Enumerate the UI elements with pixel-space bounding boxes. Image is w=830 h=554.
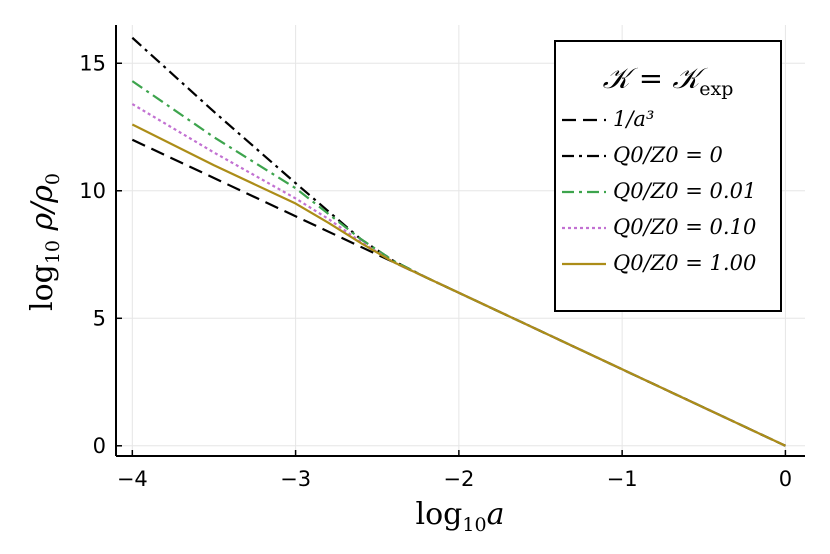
x-tick-label: −1 <box>607 467 638 491</box>
x-tick-label: 0 <box>779 467 792 491</box>
y-tick-label: 0 <box>93 434 106 458</box>
x-tick-label: −4 <box>117 467 148 491</box>
x-tick-label: −2 <box>443 467 474 491</box>
series-lines <box>131 36 786 447</box>
axes <box>115 25 805 457</box>
y-tick-label: 5 <box>93 306 106 330</box>
tick-labels: −4 −3 −2 −1 0 0 5 10 15 <box>79 51 792 491</box>
legend-box <box>554 40 782 312</box>
legend-label: 1/a³ <box>613 107 654 131</box>
legend-label: Q0/Z0 = 0 <box>613 143 723 167</box>
legend-label: Q0/Z0 = 0.10 <box>613 215 756 239</box>
y-tick-label: 15 <box>79 51 106 75</box>
y-tick-label: 10 <box>79 179 106 203</box>
legend-label: Q0/Z0 = 0.01 <box>613 179 756 203</box>
y-axis-label: log10 ρ/ρ0 <box>25 173 64 311</box>
series-line-4 <box>131 123 786 447</box>
x-axis-label: log10a <box>416 497 505 536</box>
legend-label: Q0/Z0 = 1.00 <box>613 251 756 275</box>
x-tick-label: −3 <box>280 467 311 491</box>
